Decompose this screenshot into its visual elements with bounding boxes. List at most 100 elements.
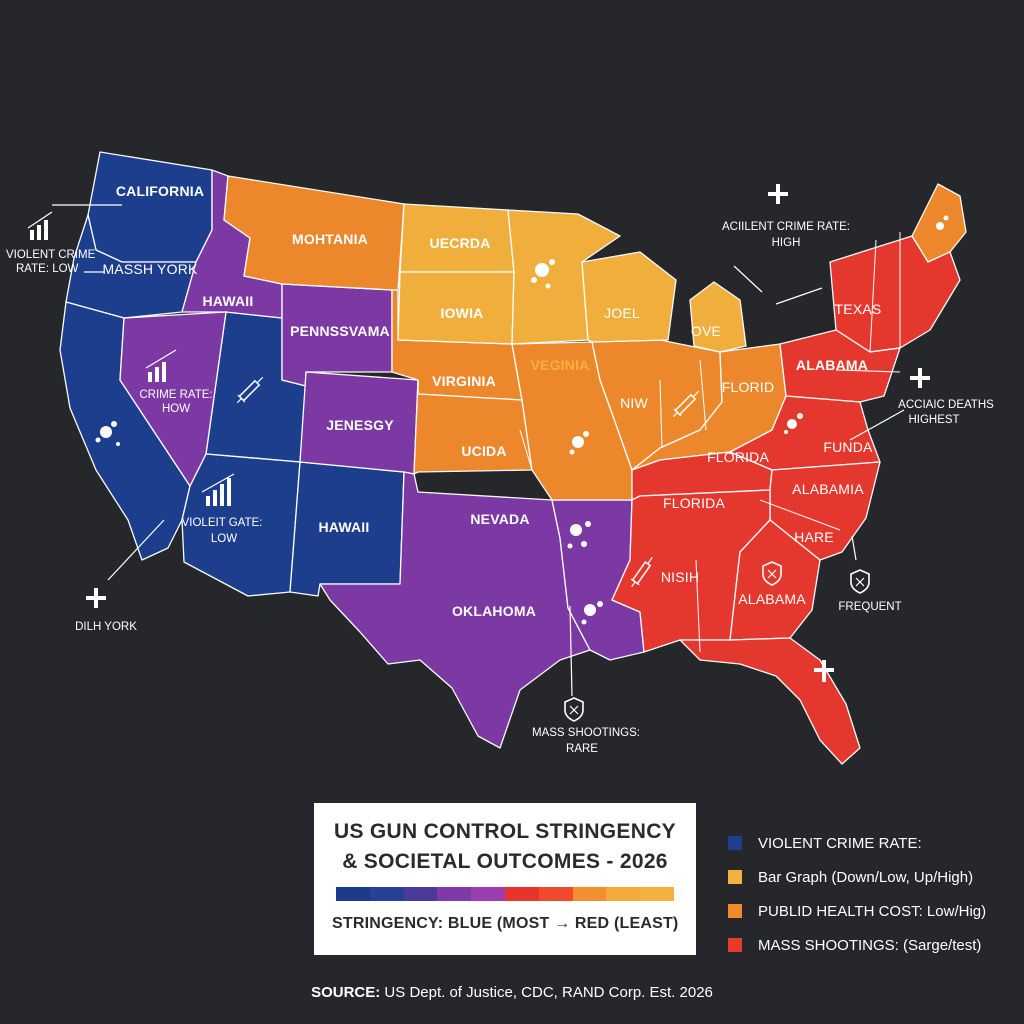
source-text: US Dept. of Justice, CDC, RAND Corp. Est… [380,984,713,1001]
state-label: FLORIDA [663,495,726,511]
legend-label: PUBLID HEALTH COST: Low/Hig) [758,902,987,920]
legend-item: Bar Graph (Down/Low, Up/High) [728,860,1018,894]
state-label: MASSH YORK [102,261,198,277]
state-label: NIW [620,395,648,411]
state-label: JENESGY [326,417,394,433]
annotation-text: RARE [566,743,598,755]
splatter-icon [569,431,589,455]
bar-chart-icon [27,211,53,240]
state-label: FUNDA [823,439,873,455]
state-label: PENNSSVAMA [290,323,390,339]
source-note: SOURCE: US Dept. of Justice, CDC, RAND C… [0,984,1024,1001]
state-labels: CALIFORNIA MASSH YORK HAWAII MOHTANIA UE… [102,183,881,619]
shield-icon [850,569,870,594]
gradient-segment [640,887,674,901]
state-nevada[interactable] [119,311,227,487]
cross-icon [86,588,106,608]
state-label: VEGINIA [531,357,590,373]
annotation-text: DILH YORK [75,621,137,633]
legend-label: VIOLENT CRIME RATE: [758,834,922,852]
gradient-segment [336,887,370,901]
state-label: HAWAII [203,293,254,309]
legend-label: Bar Graph (Down/Low, Up/High) [758,868,974,886]
state-label: NISIH [661,569,699,585]
splatter-icon [936,215,949,230]
state-washington[interactable] [87,151,213,263]
syringe-icon [236,376,264,404]
state-label: UECRDA [429,235,490,251]
shield-icon [762,561,782,586]
annotation-text: ACCIAIC DEATHS [898,399,994,411]
shield-icon [564,697,584,722]
state-label: FLORIDA [707,449,770,465]
splatter-icon [531,259,555,289]
gradient-segment [403,887,438,901]
annotation-text: HIGHEST [908,414,959,426]
annotation-text: HOW [162,403,190,415]
state-label: CALIFORNIA [116,183,204,199]
state-label: HARE [794,529,834,545]
state-label: JOEL [604,305,640,321]
annotation-text: ACIILENT CRIME RATE: [722,221,850,233]
state-label: IOWIA [441,305,484,321]
bar-chart-icon [145,349,177,382]
leader-line [851,535,857,561]
cross-icon [768,184,788,204]
legend-swatch [728,938,742,952]
legend-item: VIOLENT CRIME RATE: [728,826,1018,860]
state-label: NEVADA [470,511,529,527]
state-florida[interactable] [679,637,861,765]
state-label: OVE [691,323,721,339]
state-borders [519,232,901,653]
legend-item: MASS SHOOTINGS: (Sarge/test) [728,928,1018,962]
state-label: OKLAHOMA [452,603,536,619]
leader-line [569,605,573,697]
leader-line [775,287,823,305]
stringency-scale-label: STRINGENCY: BLUE (MOST → RED (LEAST) [332,915,679,932]
syringe-icon [630,556,653,588]
state-michigan[interactable] [689,281,747,353]
state-label: TEXAS [835,301,882,317]
legend-swatch [728,904,742,918]
gradient-segment [369,887,404,901]
syringe-icon [672,390,700,418]
state-label: MOHTANIA [292,231,368,247]
state-label: HAWAII [319,519,370,535]
legend-swatch [728,836,742,850]
state-label: ALABAMA [738,591,806,607]
annotation-text: FREQUENT [838,601,901,613]
leader-line [849,409,905,441]
splatter-icon [567,521,591,549]
annotation-text: RATE: LOW [16,263,79,275]
annotation-text: VIOLENT CRIME [6,249,96,261]
gradient-segment [538,887,573,901]
gradient-segment [572,887,607,901]
title-panel: US GUN CONTROL STRINGENCY & SOCIETAL OUT… [314,803,696,955]
leader-line [107,519,165,581]
source-prefix: SOURCE: [311,984,381,1001]
gradient-segment [471,887,505,901]
state-label: ALABAMA [796,357,868,373]
annotation-text: VIOLEIT GATE: [182,517,263,529]
gradient-segment [504,887,539,901]
annotation-text: MASS SHOOTINGS: [532,727,640,739]
legend-item: PUBLID HEALTH COST: Low/Hig) [728,894,1018,928]
annotation-text: LOW [211,533,237,545]
leader-line [733,265,763,293]
legend-swatch [728,870,742,884]
state-label: UCIDA [461,443,506,459]
gradient-segment [437,887,472,901]
state-mississippi-alabama[interactable] [611,489,771,653]
state-wisconsin-iowa[interactable] [581,251,677,343]
map-title-line-1: US GUN CONTROL STRINGENCY [334,820,676,843]
state-label: FLORID [722,379,775,395]
state-label: ALABAMIA [792,481,864,497]
cross-icon [910,368,930,388]
bar-chart-icon [201,473,235,506]
state-label: VIRGINIA [432,373,496,389]
annotation-text: CRIME RATE: [139,389,212,401]
annotation-text: HIGH [772,237,801,249]
annotations: VIOLENT CRIME RATE: LOW CRIME RATE: HOW … [6,184,994,755]
legend-label: MASS SHOOTINGS: (Sarge/test) [758,936,982,954]
